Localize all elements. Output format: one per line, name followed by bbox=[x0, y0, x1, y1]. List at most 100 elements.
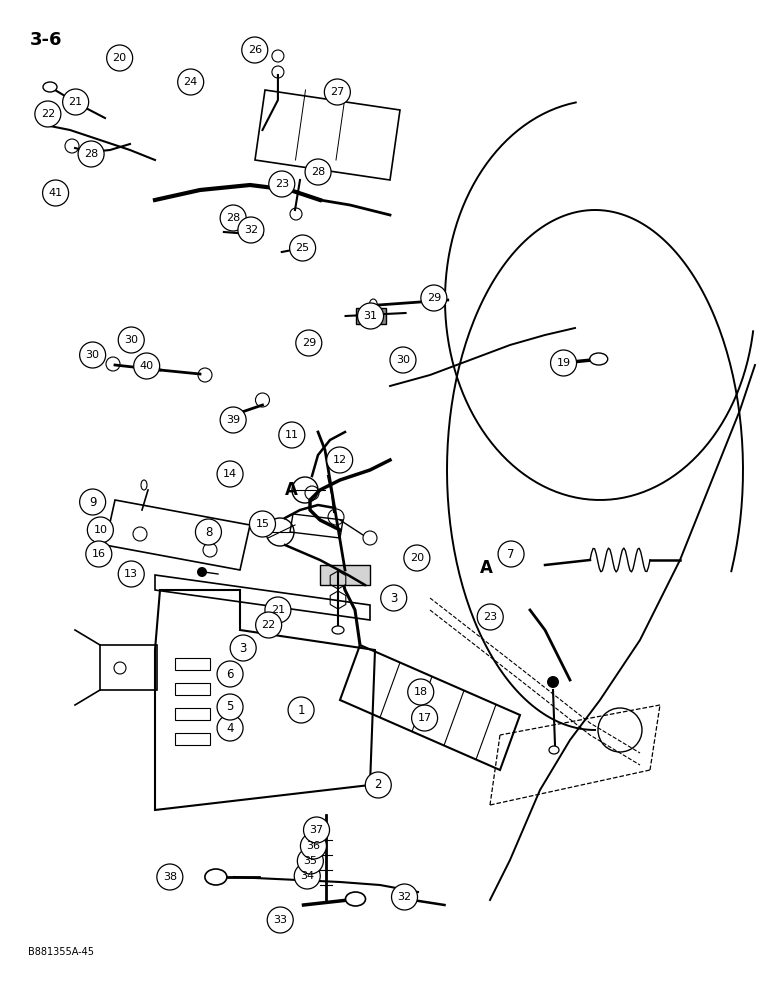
Text: 40: 40 bbox=[140, 361, 154, 371]
Text: 23: 23 bbox=[275, 179, 289, 189]
Circle shape bbox=[217, 461, 243, 487]
Circle shape bbox=[178, 69, 204, 95]
Circle shape bbox=[265, 597, 291, 623]
Text: 12: 12 bbox=[333, 455, 347, 465]
Text: 11: 11 bbox=[285, 430, 299, 440]
Circle shape bbox=[118, 561, 144, 587]
Text: 25: 25 bbox=[296, 243, 310, 253]
Text: 5: 5 bbox=[226, 700, 234, 713]
Text: 4: 4 bbox=[226, 722, 234, 734]
Text: 22: 22 bbox=[41, 109, 55, 119]
Circle shape bbox=[80, 489, 106, 515]
Text: 26: 26 bbox=[248, 45, 262, 55]
Circle shape bbox=[305, 159, 331, 185]
Circle shape bbox=[288, 697, 314, 723]
Circle shape bbox=[547, 676, 559, 688]
Text: 24: 24 bbox=[184, 77, 198, 87]
Text: 33: 33 bbox=[273, 915, 287, 925]
Circle shape bbox=[269, 171, 295, 197]
Circle shape bbox=[365, 772, 391, 798]
Text: 22: 22 bbox=[262, 620, 276, 630]
Ellipse shape bbox=[590, 353, 608, 365]
Text: 3-6: 3-6 bbox=[30, 31, 63, 49]
Text: A: A bbox=[286, 481, 298, 499]
Circle shape bbox=[411, 705, 438, 731]
Text: 30: 30 bbox=[124, 335, 138, 345]
Text: 8: 8 bbox=[205, 526, 212, 538]
Text: 28: 28 bbox=[84, 149, 98, 159]
Circle shape bbox=[35, 101, 61, 127]
Text: 29: 29 bbox=[427, 293, 441, 303]
Text: 34: 34 bbox=[300, 871, 314, 881]
Text: 23: 23 bbox=[483, 612, 497, 622]
Text: 39: 39 bbox=[226, 415, 240, 425]
Circle shape bbox=[296, 330, 322, 356]
Text: 36: 36 bbox=[306, 841, 320, 851]
Circle shape bbox=[80, 342, 106, 368]
Text: 20: 20 bbox=[113, 53, 127, 63]
Circle shape bbox=[477, 604, 503, 630]
Circle shape bbox=[238, 217, 264, 243]
Circle shape bbox=[300, 833, 327, 859]
Circle shape bbox=[217, 694, 243, 720]
Text: 10: 10 bbox=[93, 525, 107, 535]
Circle shape bbox=[391, 884, 418, 910]
Circle shape bbox=[279, 422, 305, 448]
Circle shape bbox=[498, 541, 524, 567]
Circle shape bbox=[63, 89, 89, 115]
Circle shape bbox=[220, 205, 246, 231]
Text: 30: 30 bbox=[396, 355, 410, 365]
Polygon shape bbox=[320, 565, 370, 585]
Text: 20: 20 bbox=[410, 553, 424, 563]
Text: 1: 1 bbox=[297, 704, 305, 716]
Text: 28: 28 bbox=[311, 167, 325, 177]
Text: 3: 3 bbox=[239, 642, 247, 654]
Circle shape bbox=[242, 37, 268, 63]
Circle shape bbox=[157, 864, 183, 890]
Circle shape bbox=[134, 353, 160, 379]
Circle shape bbox=[408, 679, 434, 705]
Ellipse shape bbox=[43, 82, 57, 92]
Text: 27: 27 bbox=[330, 87, 344, 97]
Circle shape bbox=[249, 511, 276, 537]
Polygon shape bbox=[356, 308, 385, 324]
Text: 19: 19 bbox=[557, 358, 571, 368]
Circle shape bbox=[303, 817, 330, 843]
Circle shape bbox=[197, 567, 207, 577]
Circle shape bbox=[294, 863, 320, 889]
Text: 7: 7 bbox=[507, 548, 515, 560]
Circle shape bbox=[230, 635, 256, 661]
Circle shape bbox=[42, 180, 69, 206]
Text: 41: 41 bbox=[49, 188, 63, 198]
Circle shape bbox=[390, 347, 416, 373]
Circle shape bbox=[421, 285, 447, 311]
Circle shape bbox=[107, 45, 133, 71]
Text: A: A bbox=[480, 559, 493, 577]
Text: 13: 13 bbox=[124, 569, 138, 579]
Circle shape bbox=[217, 661, 243, 687]
Text: 29: 29 bbox=[302, 338, 316, 348]
Text: 3: 3 bbox=[390, 591, 398, 604]
Circle shape bbox=[290, 235, 316, 261]
Circle shape bbox=[86, 541, 112, 567]
Text: 32: 32 bbox=[398, 892, 411, 902]
Circle shape bbox=[87, 517, 113, 543]
Ellipse shape bbox=[205, 869, 227, 885]
Ellipse shape bbox=[346, 892, 365, 906]
Circle shape bbox=[327, 447, 353, 473]
Circle shape bbox=[220, 407, 246, 433]
Circle shape bbox=[404, 545, 430, 571]
Circle shape bbox=[381, 585, 407, 611]
Circle shape bbox=[324, 79, 350, 105]
Text: 17: 17 bbox=[418, 713, 432, 723]
Circle shape bbox=[397, 892, 412, 908]
Text: 35: 35 bbox=[303, 856, 317, 866]
Text: 30: 30 bbox=[86, 350, 100, 360]
Circle shape bbox=[297, 848, 323, 874]
Text: 28: 28 bbox=[226, 213, 240, 223]
Text: 18: 18 bbox=[414, 687, 428, 697]
Text: 14: 14 bbox=[223, 469, 237, 479]
Text: 21: 21 bbox=[271, 605, 285, 615]
Text: 16: 16 bbox=[92, 549, 106, 559]
Circle shape bbox=[78, 141, 104, 167]
